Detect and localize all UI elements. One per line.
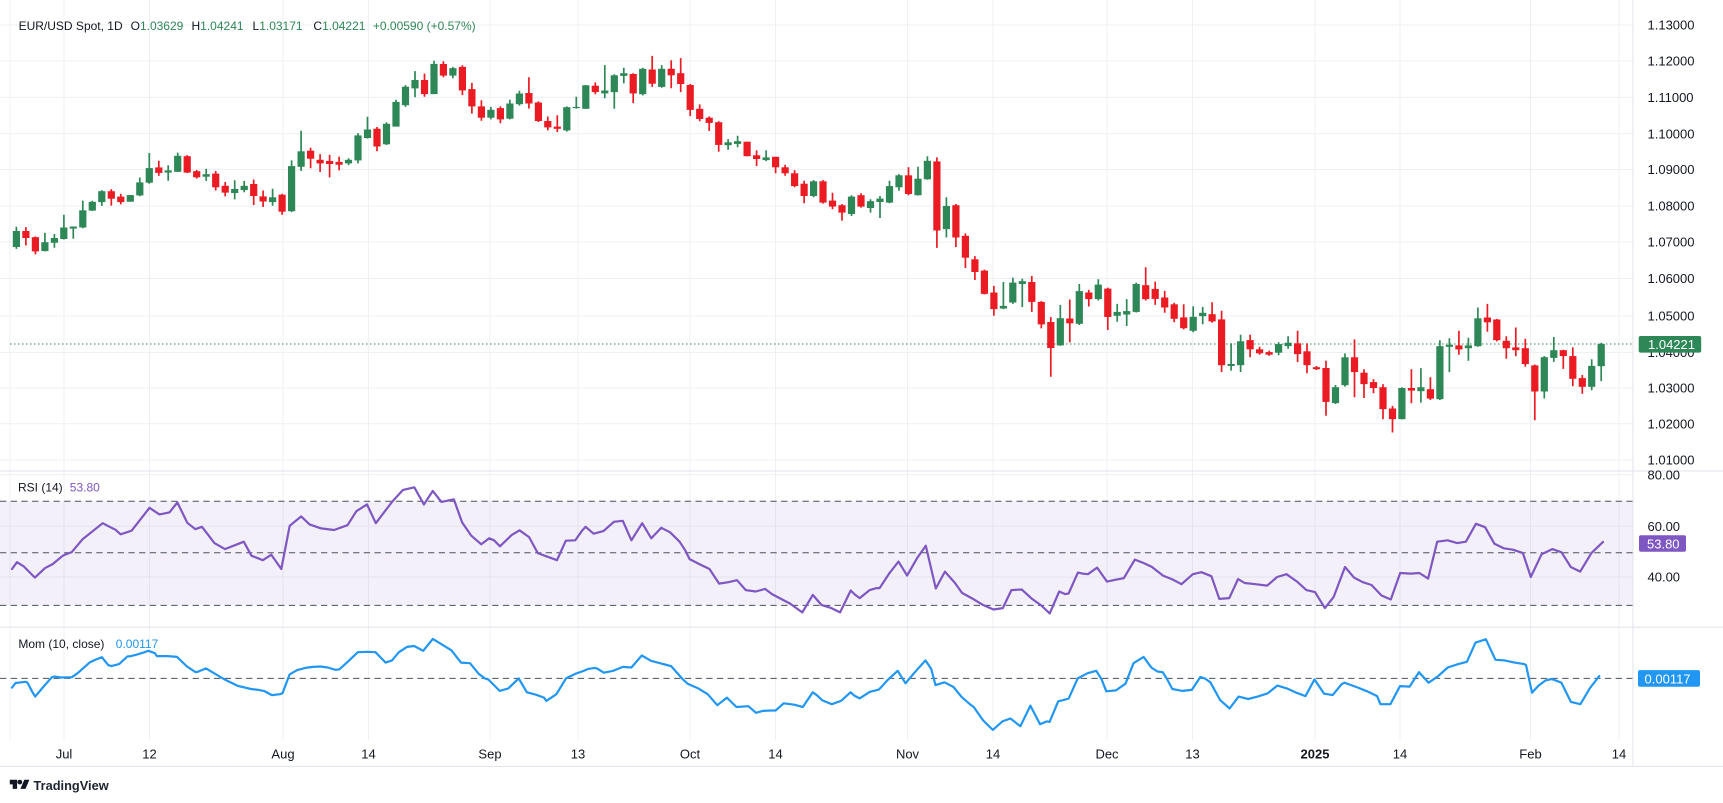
svg-text:+0.00590 (+0.57%): +0.00590 (+0.57%): [373, 19, 476, 33]
svg-text:53.80: 53.80: [1647, 536, 1680, 551]
svg-text:1.01000: 1.01000: [1648, 453, 1695, 468]
svg-text:1.12000: 1.12000: [1648, 54, 1695, 69]
svg-text:Dec: Dec: [1095, 747, 1119, 762]
svg-text:Nov: Nov: [896, 747, 920, 762]
svg-text:RSI (14): RSI (14): [18, 481, 63, 495]
svg-text:1.13000: 1.13000: [1648, 18, 1695, 33]
svg-text:53.80: 53.80: [70, 481, 100, 495]
svg-text:1.05000: 1.05000: [1648, 309, 1695, 324]
svg-text:1.09000: 1.09000: [1648, 162, 1695, 177]
svg-text:13: 13: [571, 747, 585, 762]
svg-text:1.11000: 1.11000: [1648, 90, 1694, 105]
svg-text:H1.04241: H1.04241: [192, 19, 244, 33]
svg-text:14: 14: [361, 747, 375, 762]
svg-text:14: 14: [1612, 747, 1626, 762]
svg-text:0.00117: 0.00117: [1645, 671, 1691, 686]
svg-text:40.00: 40.00: [1648, 570, 1681, 585]
svg-text:60.00: 60.00: [1648, 519, 1681, 534]
svg-text:Sep: Sep: [478, 747, 501, 762]
svg-text:13: 13: [1185, 747, 1199, 762]
svg-text:1.03000: 1.03000: [1648, 381, 1695, 396]
svg-text:EUR/USD Spot, 1D: EUR/USD Spot, 1D: [19, 19, 123, 33]
svg-text:Mom (10, close): Mom (10, close): [18, 637, 104, 651]
svg-text:2025: 2025: [1301, 747, 1330, 762]
svg-text:1.07000: 1.07000: [1648, 235, 1695, 250]
svg-text:1.02000: 1.02000: [1648, 416, 1695, 431]
svg-text:80.00: 80.00: [1648, 467, 1681, 482]
svg-text:L1.03171: L1.03171: [253, 19, 303, 33]
svg-text:O1.03629: O1.03629: [131, 19, 184, 33]
svg-text:Oct: Oct: [680, 747, 701, 762]
svg-text:Aug: Aug: [271, 747, 294, 762]
svg-text:C1.04221: C1.04221: [313, 19, 365, 33]
svg-text:Feb: Feb: [1519, 747, 1541, 762]
svg-text:1.10000: 1.10000: [1648, 126, 1695, 141]
svg-text:14: 14: [1393, 747, 1407, 762]
svg-text:Jul: Jul: [56, 747, 73, 762]
svg-text:14: 14: [986, 747, 1000, 762]
svg-text:TradingView: TradingView: [34, 778, 109, 793]
svg-text:1.04221: 1.04221: [1648, 337, 1695, 352]
svg-text:1.06000: 1.06000: [1648, 271, 1695, 286]
svg-text:0.00117: 0.00117: [116, 637, 159, 651]
svg-text:14: 14: [768, 747, 782, 762]
svg-text:1.08000: 1.08000: [1648, 199, 1695, 214]
svg-text:12: 12: [142, 747, 156, 762]
